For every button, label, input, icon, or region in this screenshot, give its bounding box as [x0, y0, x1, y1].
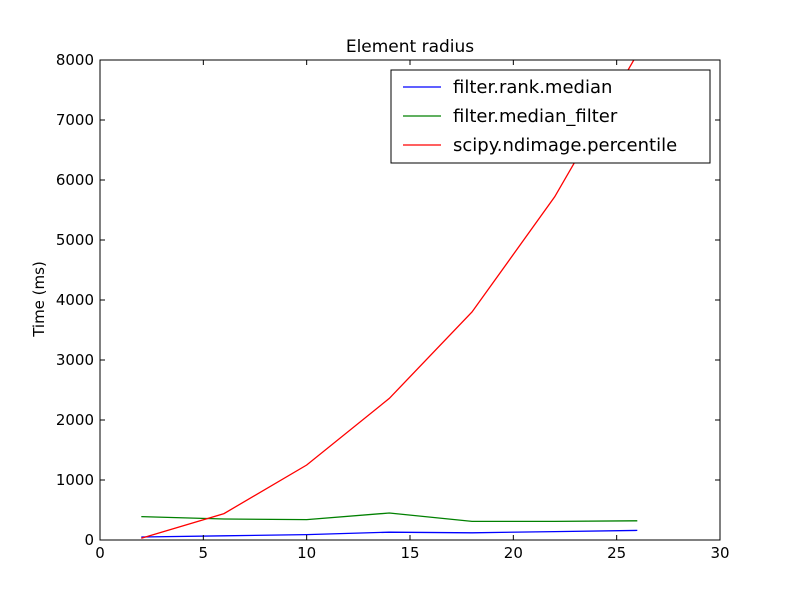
x-tick-label: 25 [607, 544, 626, 562]
legend-label-1: filter.rank.median [453, 77, 612, 98]
x-tick-label: 0 [95, 544, 105, 562]
x-tick-label: 30 [710, 544, 729, 562]
series-line-1 [141, 529, 638, 538]
y-tick-label: 1000 [56, 471, 94, 489]
y-tick-label: 2000 [56, 411, 94, 429]
x-tick-label: 5 [199, 544, 209, 562]
y-axis-label: Time (ms) [30, 261, 48, 338]
y-tick-label: 5000 [56, 231, 94, 249]
y-tick-label: 4000 [56, 291, 94, 309]
series-line-2 [141, 512, 638, 523]
chart-title: Element radius [346, 37, 474, 57]
y-tick-label: 3000 [56, 351, 94, 369]
y-tick-label: 6000 [56, 171, 94, 189]
x-tick-label: 10 [297, 544, 316, 562]
legend-box [390, 69, 711, 164]
series-line-3 [141, 60, 635, 539]
y-tick-label: 8000 [56, 51, 94, 69]
legend-label-2: filter.median_filter [453, 106, 618, 127]
legend-label-3: scipy.ndimage.percentile [453, 135, 677, 156]
y-tick-label: 0 [84, 531, 94, 549]
legend: filter.rank.median filter.median_filtersc… [390, 69, 711, 164]
ticks-layer: 0 5 10 15 20 25 30 0 1000 2000 3000 4000 5000 6000 700… [56, 51, 730, 562]
x-tick-label: 20 [504, 544, 523, 562]
y-tick-label: 7000 [56, 111, 94, 129]
x-tick-label: 15 [400, 544, 419, 562]
series-layer [141, 60, 638, 539]
